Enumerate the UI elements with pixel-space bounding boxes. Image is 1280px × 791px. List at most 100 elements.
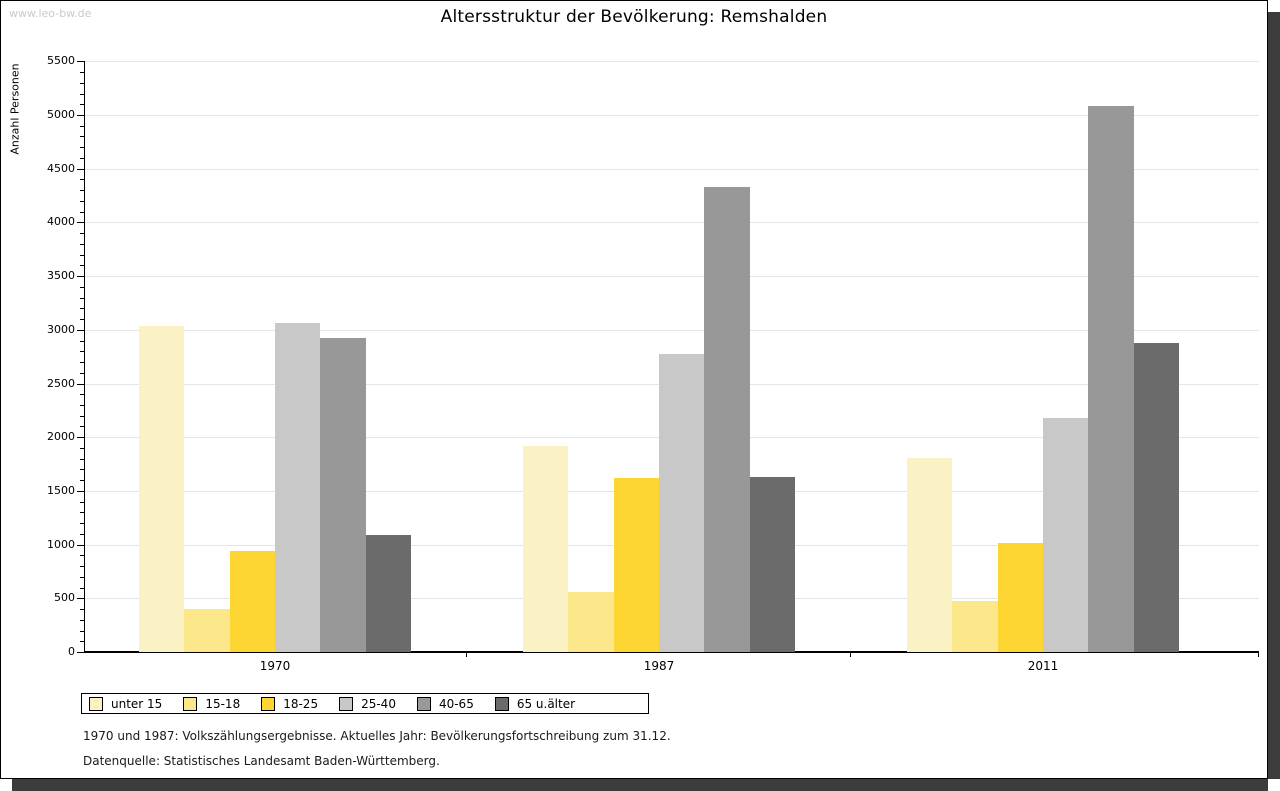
footnote-2: Datenquelle: Statistisches Landesamt Bad…: [83, 754, 440, 768]
legend: unter 15 15-18 18-25 25-40 40-65 65 u.älter: [81, 693, 649, 714]
footnote-1: 1970 und 1987: Volkszählungsergebnisse. …: [83, 729, 671, 743]
drop-shadow-bottom: [12, 779, 1268, 791]
y-tick-minor: [80, 147, 84, 148]
bar-65-u-lter: [366, 535, 411, 652]
drop-shadow-right: [1268, 12, 1280, 779]
page-frame: www.leo-bw.de Altersstruktur der Bevölke…: [0, 0, 1268, 779]
y-tick-minor: [80, 362, 84, 363]
bar-unter-15: [907, 458, 952, 652]
y-tick-minor: [80, 126, 84, 127]
y-tick-major: [77, 598, 84, 599]
y-tick-minor: [80, 459, 84, 460]
legend-item: 25-40: [339, 696, 396, 711]
bar-65-u-lter: [1134, 343, 1179, 652]
y-tick-minor: [80, 426, 84, 427]
legend-swatch: [339, 696, 354, 711]
y-tick-label: 1000: [47, 538, 75, 551]
y-tick-minor: [80, 588, 84, 589]
y-tick-label: 3500: [47, 269, 75, 282]
y-tick-minor: [80, 94, 84, 95]
bar-25-40: [659, 354, 704, 652]
y-tick-major: [77, 61, 84, 62]
chart-title: Altersstruktur der Bevölkerung: Remshald…: [440, 7, 828, 27]
y-tick-minor: [80, 351, 84, 352]
y-tick-minor: [80, 641, 84, 642]
x-axis-line: [84, 651, 1259, 653]
y-gridline: [85, 115, 1259, 116]
y-tick-label: 2000: [47, 430, 75, 443]
y-tick-minor: [80, 448, 84, 449]
y-tick-minor: [80, 83, 84, 84]
y-tick-minor: [80, 104, 84, 105]
legend-label: unter 15: [111, 696, 163, 711]
legend-label: 18-25: [283, 696, 319, 711]
y-tick-major: [77, 652, 84, 653]
legend-item: unter 15: [89, 696, 163, 711]
y-tick-minor: [80, 609, 84, 610]
y-tick-minor: [80, 566, 84, 567]
bar-18-25: [998, 543, 1043, 652]
y-gridline: [85, 330, 1259, 331]
y-tick-minor: [80, 212, 84, 213]
legend-item: 18-25: [261, 696, 319, 711]
x-category-label: 1987: [643, 659, 675, 673]
legend-swatch: [416, 696, 431, 711]
bar-15-18: [568, 592, 614, 652]
bar-18-25: [230, 551, 275, 652]
legend-label: 40-65: [438, 696, 474, 711]
x-axis-tick: [466, 653, 467, 657]
y-tick-label: 1500: [47, 484, 75, 497]
y-tick-minor: [80, 534, 84, 535]
plot-area: 0 500 1000 1500 2000 2500 3000 3500 4000 4500 5000…: [47, 55, 1259, 673]
bar-18-25: [614, 478, 659, 652]
y-gridline: [85, 276, 1259, 277]
y-tick-minor: [80, 244, 84, 245]
y-tick-minor: [80, 502, 84, 503]
y-tick-label: 0: [68, 645, 75, 658]
y-tick-minor: [80, 620, 84, 621]
y-tick-minor: [80, 72, 84, 73]
x-axis-tick: [1258, 653, 1259, 657]
y-tick-major: [77, 491, 84, 492]
x-axis-tick: [850, 653, 851, 657]
x-category-label: 1970: [259, 659, 291, 673]
y-tick-minor: [80, 190, 84, 191]
legend-label: 25-40: [361, 696, 396, 711]
y-tick-minor: [80, 577, 84, 578]
y-tick-minor: [80, 631, 84, 632]
y-tick-minor: [80, 319, 84, 320]
y-tick-major: [77, 437, 84, 438]
y-tick-major: [77, 169, 84, 170]
y-gridline: [85, 222, 1259, 223]
y-tick-minor: [80, 512, 84, 513]
y-tick-major: [77, 545, 84, 546]
bar-40-65: [1088, 106, 1134, 652]
y-tick-minor: [80, 308, 84, 309]
y-tick-minor: [80, 201, 84, 202]
legend-label: 15-18: [205, 696, 241, 711]
y-gridline: [85, 169, 1259, 170]
y-tick-minor: [80, 373, 84, 374]
y-tick-minor: [80, 469, 84, 470]
y-tick-minor: [80, 179, 84, 180]
y-tick-minor: [80, 523, 84, 524]
y-tick-minor: [80, 287, 84, 288]
bar-25-40: [1043, 418, 1088, 652]
legend-item: 65 u.älter: [494, 696, 575, 711]
y-tick-label: 500: [54, 591, 75, 604]
y-tick-label: 5500: [47, 54, 75, 67]
y-tick-label: 2500: [47, 377, 75, 390]
y-tick-label: 5000: [47, 108, 75, 121]
y-tick-minor: [80, 265, 84, 266]
bar-15-18: [184, 609, 230, 652]
legend-item: 40-65: [416, 696, 474, 711]
y-tick-minor: [80, 394, 84, 395]
bar-25-40: [275, 323, 320, 652]
y-tick-minor: [80, 233, 84, 234]
y-tick-minor: [80, 341, 84, 342]
bar-40-65: [704, 187, 750, 652]
watermark: www.leo-bw.de: [9, 7, 92, 20]
y-tick-major: [77, 276, 84, 277]
legend-swatch: [261, 696, 276, 711]
y-tick-major: [77, 384, 84, 385]
